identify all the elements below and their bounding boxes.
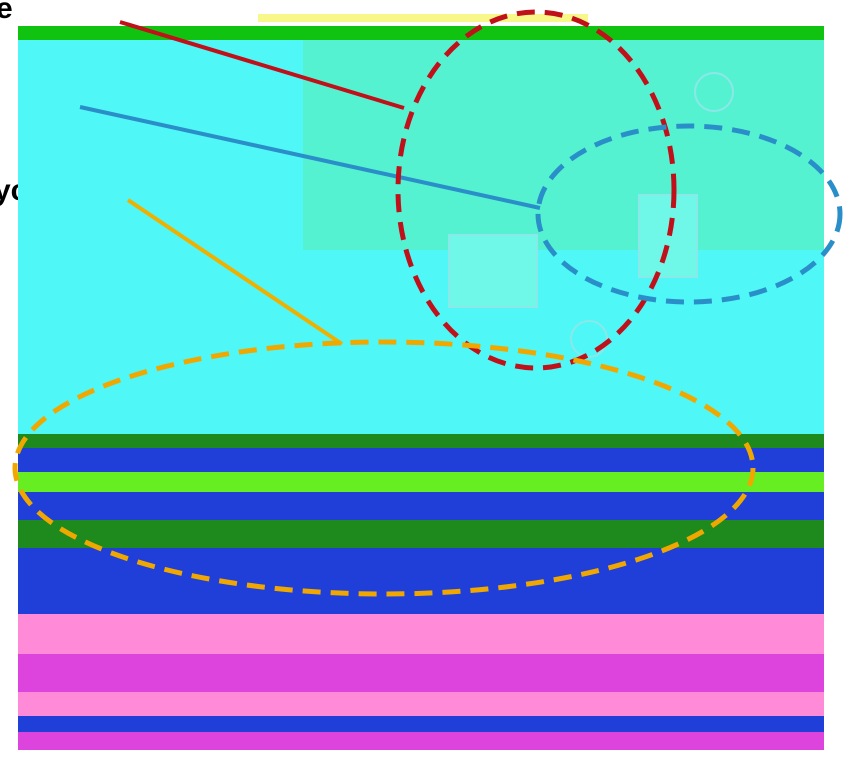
screenshot-region <box>18 14 824 750</box>
pointer-line-blue <box>79 105 541 210</box>
pink-band <box>18 614 824 654</box>
top-green-bar <box>18 26 824 40</box>
dark-green-band <box>18 434 824 448</box>
magenta-band-2 <box>18 732 824 750</box>
blue-band-1 <box>18 448 824 472</box>
pointer-line-red <box>119 20 405 110</box>
blue-band-2 <box>18 492 824 520</box>
pink-band-2 <box>18 692 824 716</box>
rectangle-block-icon <box>448 234 538 308</box>
dark-green-band-2 <box>18 520 824 548</box>
annotation-ellipse-red <box>395 9 677 371</box>
annotation-ellipse-orange <box>12 339 756 597</box>
blue-band-3 <box>18 548 824 614</box>
lime-band <box>18 472 824 492</box>
circle-symbol-icon <box>570 320 608 358</box>
mint-panel <box>303 40 824 250</box>
circle-symbol-icon <box>694 72 734 112</box>
top-yellow-strip <box>258 14 588 22</box>
pointer-line-orange <box>126 198 344 346</box>
rectangle-block-icon <box>638 194 698 278</box>
label-top-left: e <box>0 0 13 25</box>
magenta-band <box>18 654 824 692</box>
annotation-ellipse-blue <box>535 123 843 305</box>
blue-band-4 <box>18 716 824 732</box>
